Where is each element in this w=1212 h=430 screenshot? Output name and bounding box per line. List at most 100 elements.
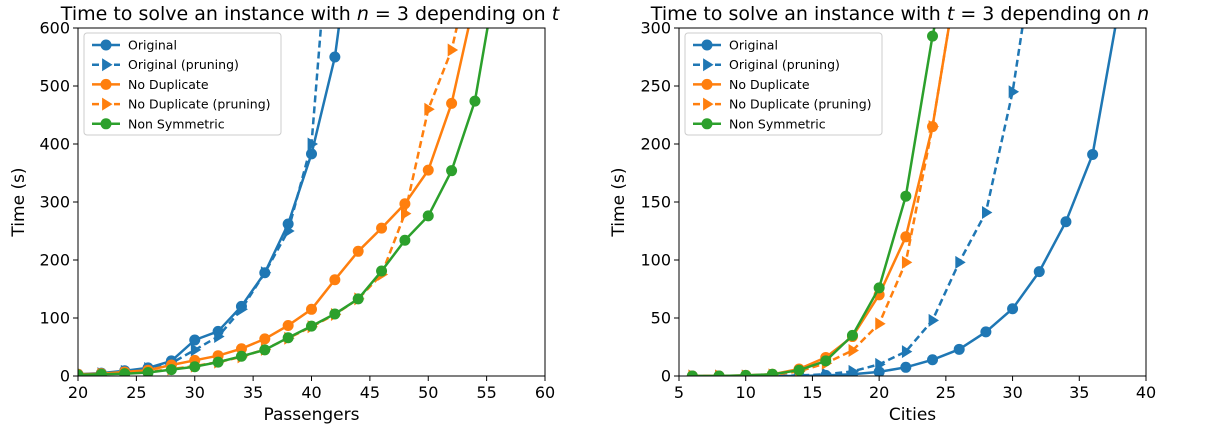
data-point-non-symmetric bbox=[306, 320, 317, 332]
data-point-non-symmetric bbox=[820, 355, 832, 367]
y-tick-label: 50 bbox=[651, 309, 671, 328]
data-point-non-symmetric bbox=[329, 308, 341, 320]
legend-marker-no-duplicate-pruning bbox=[102, 97, 113, 111]
data-point-no-duplicate-pruning bbox=[875, 317, 886, 331]
data-point-non-symmetric bbox=[376, 265, 388, 277]
data-point-non-symmetric bbox=[793, 364, 805, 376]
data-point-non-symmetric bbox=[165, 364, 177, 376]
data-point-non-symmetric bbox=[927, 30, 939, 42]
chart-title: Time to solve an instance with t = 3 dep… bbox=[650, 3, 1149, 25]
data-point-original-pruning bbox=[190, 343, 202, 357]
x-tick-label: 40 bbox=[1136, 383, 1156, 402]
data-point-non-symmetric bbox=[446, 165, 458, 177]
data-point-no-duplicate-pruning bbox=[928, 120, 940, 134]
x-axis-label: Passengers bbox=[264, 405, 360, 425]
data-point-no-duplicate-pruning bbox=[401, 207, 412, 221]
data-point-non-symmetric bbox=[78, 369, 84, 376]
data-point-non-symmetric bbox=[422, 210, 434, 222]
legend-marker-no-duplicate bbox=[100, 78, 112, 90]
x-tick-label: 30 bbox=[1002, 383, 1022, 402]
data-point-original bbox=[1033, 266, 1045, 278]
data-point-original-pruning bbox=[821, 367, 833, 376]
data-point-non-symmetric bbox=[900, 190, 912, 202]
series-line-original-pruning bbox=[78, 28, 323, 376]
data-point-non-symmetric bbox=[235, 350, 247, 362]
legend: Original Original (pruning) No Duplicate No… bbox=[684, 32, 883, 136]
legend-marker-non-symmetric bbox=[100, 118, 112, 130]
x-tick-label: 20 bbox=[68, 383, 88, 402]
legend-label-original: Original bbox=[128, 38, 177, 53]
plot-area bbox=[78, 28, 489, 376]
x-tick-label: 35 bbox=[1069, 383, 1089, 402]
legend-label-original: Original bbox=[729, 38, 778, 53]
legend-marker-no-duplicate-pruning bbox=[703, 97, 714, 111]
y-tick-label: 200 bbox=[640, 135, 671, 154]
legend-marker-original-pruning bbox=[102, 58, 113, 72]
legend-label-non-symmetric: Non Symmetric bbox=[128, 116, 225, 131]
data-point-non-symmetric bbox=[399, 234, 411, 246]
data-point-original bbox=[980, 326, 992, 338]
data-point-original-pruning bbox=[928, 313, 940, 327]
y-tick-label: 600 bbox=[39, 19, 70, 38]
y-tick-label: 400 bbox=[39, 135, 70, 154]
data-point-original-pruning bbox=[981, 205, 993, 219]
y-tick-label: 300 bbox=[640, 19, 671, 38]
data-point-no-duplicate bbox=[376, 222, 388, 234]
data-point-original-pruning bbox=[901, 345, 913, 359]
x-tick-label: 15 bbox=[802, 383, 822, 402]
data-point-original bbox=[927, 354, 939, 366]
data-point-original bbox=[1087, 148, 1099, 160]
x-tick-label: 55 bbox=[476, 383, 496, 402]
data-point-original bbox=[1007, 303, 1019, 315]
data-point-no-duplicate bbox=[900, 231, 912, 243]
data-point-non-symmetric bbox=[95, 368, 107, 376]
legend-marker-non-symmetric bbox=[701, 118, 713, 130]
data-point-non-symmetric bbox=[766, 368, 778, 376]
data-point-non-symmetric bbox=[282, 332, 294, 344]
x-tick-label: 25 bbox=[936, 383, 956, 402]
legend-box bbox=[684, 32, 883, 136]
data-point-no-duplicate bbox=[282, 320, 294, 332]
data-point-non-symmetric bbox=[873, 282, 885, 294]
x-tick-label: 10 bbox=[736, 383, 756, 402]
y-tick-label: 250 bbox=[640, 77, 671, 96]
data-point-original bbox=[953, 343, 965, 355]
legend-marker-original-pruning bbox=[703, 58, 714, 72]
data-point-no-duplicate-pruning bbox=[901, 255, 913, 269]
data-point-non-symmetric bbox=[189, 361, 201, 373]
y-tick-label: 100 bbox=[640, 251, 671, 270]
x-tick-label: 50 bbox=[418, 383, 438, 402]
data-point-no-duplicate bbox=[352, 245, 364, 257]
y-tick-label: 0 bbox=[60, 367, 70, 386]
x-tick-label: 60 bbox=[535, 383, 555, 402]
data-point-non-symmetric bbox=[352, 293, 364, 305]
data-point-original bbox=[900, 361, 912, 373]
data-point-no-duplicate bbox=[446, 97, 458, 109]
y-tick-label: 150 bbox=[640, 193, 671, 212]
legend-marker-original bbox=[701, 39, 713, 51]
data-point-original-pruning bbox=[875, 357, 886, 371]
data-point-original-pruning bbox=[214, 330, 225, 344]
data-point-non-symmetric bbox=[212, 356, 224, 368]
legend-marker-no-duplicate bbox=[701, 78, 713, 90]
legend-label-original-pruning: Original (pruning) bbox=[729, 57, 840, 72]
data-point-non-symmetric bbox=[119, 368, 131, 376]
chart-title: Time to solve an instance with n = 3 dep… bbox=[60, 3, 561, 25]
y-tick-label: 0 bbox=[661, 367, 671, 386]
y-axis-label: Time (s) bbox=[9, 167, 29, 237]
legend-box bbox=[83, 32, 282, 136]
x-axis-label: Cities bbox=[889, 405, 936, 425]
data-point-original-pruning bbox=[284, 224, 295, 238]
y-axis-label: Time (s) bbox=[609, 167, 629, 237]
data-point-no-duplicate bbox=[329, 274, 341, 286]
data-point-non-symmetric bbox=[686, 370, 698, 376]
data-point-original-pruning bbox=[955, 255, 966, 269]
data-point-non-symmetric bbox=[740, 369, 752, 376]
chart-panel-2: 5 10 15 20 25 30 35 40 0 50 100 150 200 250 300 Cities T… bbox=[609, 3, 1156, 425]
y-tick-label: 500 bbox=[39, 77, 70, 96]
legend-label-no-duplicate-pruning: No Duplicate (pruning) bbox=[729, 97, 872, 112]
legend-label-no-duplicate-pruning: No Duplicate (pruning) bbox=[128, 97, 271, 112]
data-point-original bbox=[329, 51, 341, 63]
x-tick-label: 30 bbox=[185, 383, 205, 402]
